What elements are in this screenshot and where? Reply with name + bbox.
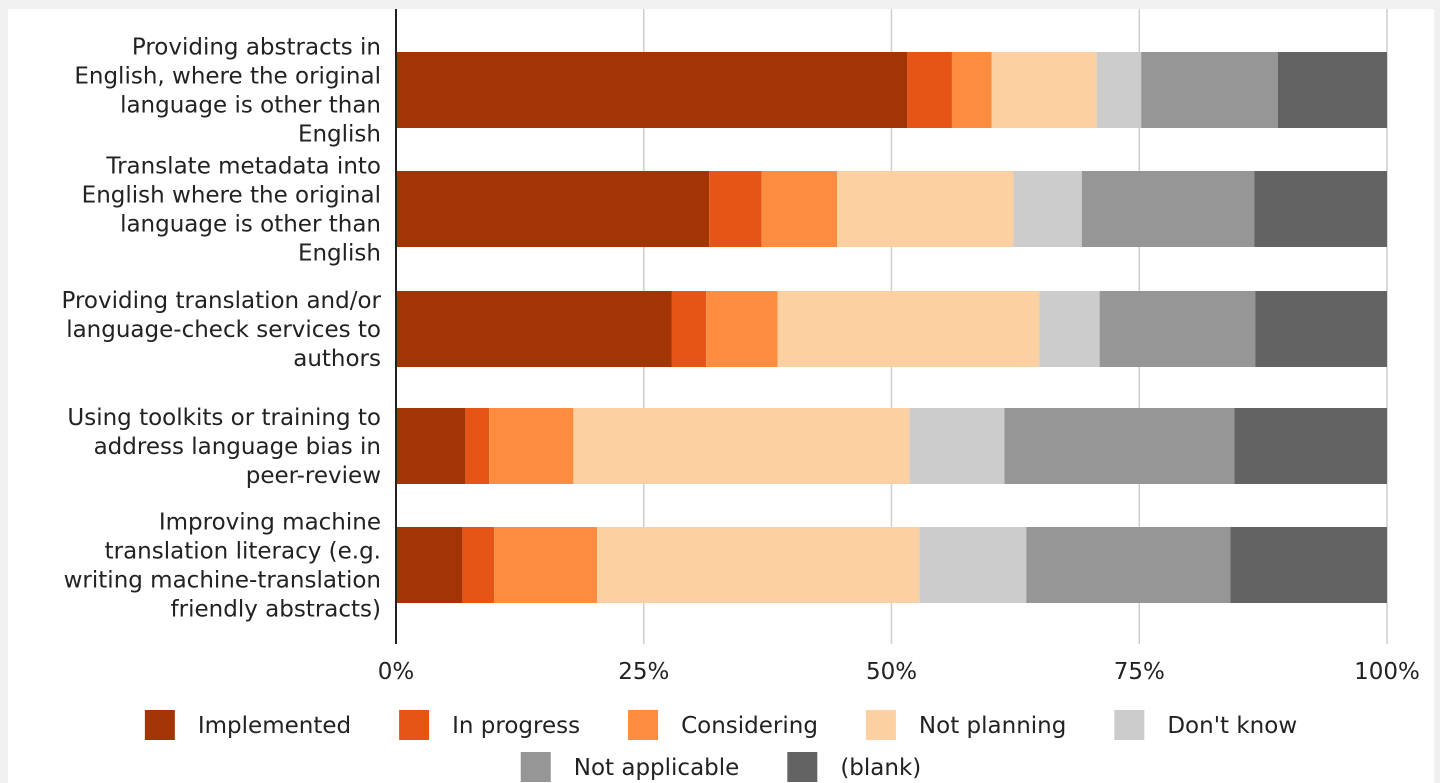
legend-swatch-not-planning xyxy=(865,710,896,740)
bar-segment-don-t-know-row-4 xyxy=(909,408,1005,484)
category-label-5: Improving machine translation literacy (e… xyxy=(64,510,381,623)
legend: Implemented In progress Considering Not pla… xyxy=(144,710,1297,782)
bar-segment-considering-row-5 xyxy=(494,527,598,603)
x-tick-label-0: 0% xyxy=(378,659,415,685)
bar-segment-don-t-know-row-5 xyxy=(919,527,1027,603)
bars xyxy=(396,52,1387,603)
category-label-1: Providing abstracts in English, where the… xyxy=(74,35,381,148)
bar-segment-in-progress-row-5 xyxy=(462,527,495,603)
bar-segment-in-progress-row-1 xyxy=(907,52,952,128)
bar-segment-considering-row-4 xyxy=(489,408,574,484)
x-tick-label-50: 50% xyxy=(866,659,917,685)
x-tick-label-25: 25% xyxy=(618,659,669,685)
bar-segment-blank-row-2 xyxy=(1254,171,1387,247)
x-tick-labels: 0% 25% 50% 75% 100% xyxy=(378,659,1420,685)
legend-label-in-progress: In progress xyxy=(452,713,580,739)
category-label-3: Providing translation and/or language-che… xyxy=(62,288,382,372)
bar-segment-not-applicable-row-1 xyxy=(1141,52,1278,128)
legend-swatch-blank xyxy=(787,752,818,782)
legend-item-don-t-know: Don't know xyxy=(1114,710,1297,740)
legend-item-blank: (blank) xyxy=(787,752,921,782)
bar-segment-implemented-row-4 xyxy=(396,408,466,484)
bar-segment-in-progress-row-2 xyxy=(709,171,762,247)
category-label-4: Using toolkits or training to address lan… xyxy=(67,405,381,489)
bar-segment-in-progress-row-4 xyxy=(465,408,490,484)
legend-swatch-considering xyxy=(628,710,659,740)
bar-segment-considering-row-1 xyxy=(951,52,992,128)
bar-segment-not-planning-row-1 xyxy=(991,52,1097,128)
legend-label-considering: Considering xyxy=(681,713,818,739)
bar-segment-in-progress-row-3 xyxy=(671,291,707,367)
bar-segment-implemented-row-5 xyxy=(396,527,463,603)
bar-segment-blank-row-3 xyxy=(1255,291,1387,367)
legend-swatch-not-applicable xyxy=(520,752,551,782)
bar-segment-blank-row-4 xyxy=(1234,408,1387,484)
legend-swatch-implemented xyxy=(144,710,175,740)
legend-label-don-t-know: Don't know xyxy=(1167,713,1297,739)
legend-swatch-don-t-know xyxy=(1114,710,1145,740)
legend-swatch-in-progress xyxy=(399,710,430,740)
bar-segment-implemented-row-2 xyxy=(396,171,710,247)
bar-segment-not-applicable-row-2 xyxy=(1081,171,1255,247)
legend-item-not-applicable: Not applicable xyxy=(520,752,740,782)
bar-segment-not-planning-row-2 xyxy=(836,171,1014,247)
stacked-bar-chart: Providing abstracts in English, where the… xyxy=(62,9,1420,782)
bar-segment-not-planning-row-4 xyxy=(573,408,910,484)
bar-segment-considering-row-3 xyxy=(706,291,778,367)
bar-segment-don-t-know-row-3 xyxy=(1039,291,1100,367)
x-tick-label-75: 75% xyxy=(1114,659,1165,685)
bar-segment-not-applicable-row-3 xyxy=(1099,291,1256,367)
bar-segment-not-planning-row-5 xyxy=(597,527,920,603)
bar-segment-not-applicable-row-5 xyxy=(1026,527,1231,603)
chart-panel: Providing abstracts in English, where the… xyxy=(8,9,1434,783)
legend-item-not-planning: Not planning xyxy=(865,710,1066,740)
legend-item-considering: Considering xyxy=(628,710,818,740)
bar-segment-blank-row-1 xyxy=(1277,52,1387,128)
bar-segment-blank-row-5 xyxy=(1230,527,1387,603)
legend-item-in-progress: In progress xyxy=(399,710,580,740)
bar-segment-considering-row-2 xyxy=(761,171,837,247)
legend-label-blank: (blank) xyxy=(840,755,921,781)
bar-segment-don-t-know-row-1 xyxy=(1096,52,1142,128)
legend-label-implemented: Implemented xyxy=(198,713,351,739)
legend-label-not-applicable: Not applicable xyxy=(574,755,740,781)
bar-segment-not-applicable-row-4 xyxy=(1004,408,1235,484)
bar-segment-don-t-know-row-2 xyxy=(1013,171,1082,247)
bar-segment-implemented-row-3 xyxy=(396,291,672,367)
bar-segment-implemented-row-1 xyxy=(396,52,908,128)
legend-label-not-planning: Not planning xyxy=(919,713,1066,739)
category-labels: Providing abstracts in English, where the… xyxy=(62,35,382,623)
legend-item-implemented: Implemented xyxy=(144,710,351,740)
x-tick-label-100: 100% xyxy=(1354,659,1420,685)
bar-segment-not-planning-row-3 xyxy=(777,291,1040,367)
category-label-2: Translate metadata into English where the… xyxy=(82,154,381,267)
